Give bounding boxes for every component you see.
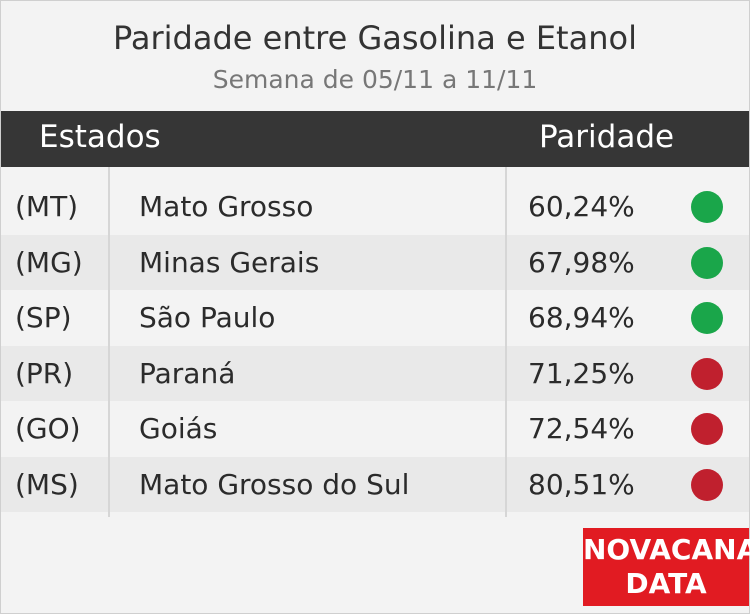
parity-value: 80,51% (528, 467, 635, 501)
state-name: Minas Gerais (139, 245, 320, 279)
column-header: Estados (39, 119, 161, 155)
title: Paridade entre Gasolina e Etanol (113, 19, 637, 57)
state-name: Paraná (139, 356, 236, 390)
table-row (1, 290, 749, 345)
table-row (1, 234, 749, 290)
status-dot (691, 413, 723, 445)
state-code: (MS) (15, 467, 79, 501)
table-row (1, 456, 749, 512)
parity-value: 60,24% (528, 190, 635, 223)
state-name: Goiás (139, 412, 218, 445)
brand-logo: NOVACANA DATA (583, 528, 750, 606)
divider (505, 167, 507, 517)
brand-text: DATA (625, 567, 707, 600)
brand-text: NOVACANA (583, 533, 750, 566)
state-name: Mato Grosso (139, 190, 314, 223)
table-row (1, 345, 749, 401)
table-row (1, 179, 749, 234)
state-code: (GO) (15, 412, 81, 445)
parity-value: 67,98% (528, 245, 635, 279)
divider (108, 167, 110, 517)
subtitle: Semana de 05/11 a 11/11 (212, 65, 538, 94)
parity-value: 72,54% (528, 412, 635, 445)
status-dot (691, 357, 723, 390)
state-code: (SP) (15, 301, 72, 334)
state-code: (MG) (15, 245, 83, 279)
state-name: Mato Grosso do Sul (139, 467, 410, 501)
status-dot (691, 191, 723, 223)
parity-value: 71,25% (528, 356, 635, 390)
column-header: Paridade (539, 119, 675, 155)
status-dot (691, 246, 723, 279)
state-code: (MT) (15, 190, 79, 223)
state-name: São Paulo (139, 301, 276, 334)
state-code: (PR) (15, 356, 74, 390)
status-dot (691, 302, 723, 334)
table-row (1, 401, 749, 456)
status-dot (691, 468, 723, 501)
table-header (1, 111, 749, 167)
parity-value: 68,94% (528, 301, 635, 334)
